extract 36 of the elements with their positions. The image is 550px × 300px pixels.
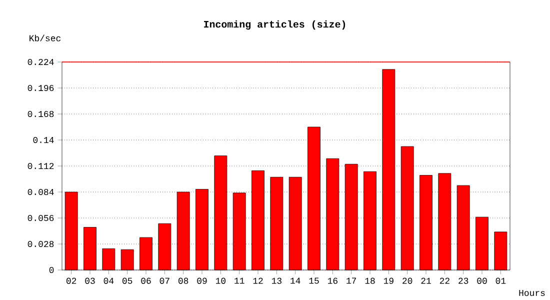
x-tick-label: 20 — [402, 278, 412, 284]
x-tick-label: 12 — [253, 278, 263, 284]
x-tick-label: 10 — [216, 278, 226, 284]
y-tick-label: 0.028 — [28, 240, 54, 248]
x-tick-label: 15 — [309, 278, 319, 284]
x-tick-label: 00 — [477, 278, 487, 284]
x-tick-label: 23 — [458, 278, 468, 284]
x-tick-label: 14 — [290, 278, 300, 284]
chart-title: Incoming articles (size) — [204, 20, 346, 30]
y-tick-label: 0.196 — [28, 84, 54, 92]
x-tick-label: 04 — [104, 278, 114, 284]
x-tick-label: 06 — [141, 278, 151, 284]
x-tick-label: 09 — [197, 278, 207, 284]
y-tick-label: 0.056 — [28, 214, 54, 222]
x-tick-label: 11 — [234, 278, 244, 284]
y-tick-label: 0.168 — [28, 110, 54, 118]
x-tick-label: 03 — [85, 278, 95, 284]
x-axis-title: Hours — [519, 290, 545, 296]
x-tick-label: 21 — [421, 278, 431, 284]
x-tick-label: 05 — [122, 278, 132, 284]
x-tick-label: 08 — [178, 278, 188, 284]
x-tick-label: 18 — [365, 278, 375, 284]
y-tick-label: 0.112 — [28, 162, 54, 170]
x-tick-label: 16 — [328, 278, 338, 284]
x-tick-label: 02 — [66, 278, 76, 284]
x-tick-label: 17 — [346, 278, 356, 284]
y-tick-label: 0.224 — [28, 58, 54, 66]
x-tick-label: 19 — [384, 278, 394, 284]
x-tick-label: 22 — [440, 278, 450, 284]
y-axis-title: Kb/sec — [30, 34, 60, 42]
x-tick-label: 13 — [272, 278, 282, 284]
y-tick-label: 0.084 — [28, 188, 54, 196]
x-tick-label: 01 — [496, 278, 506, 284]
y-tick-label: 0 — [49, 266, 54, 274]
y-tick-label: 0.14 — [33, 136, 54, 144]
x-tick-label: 07 — [160, 278, 170, 284]
